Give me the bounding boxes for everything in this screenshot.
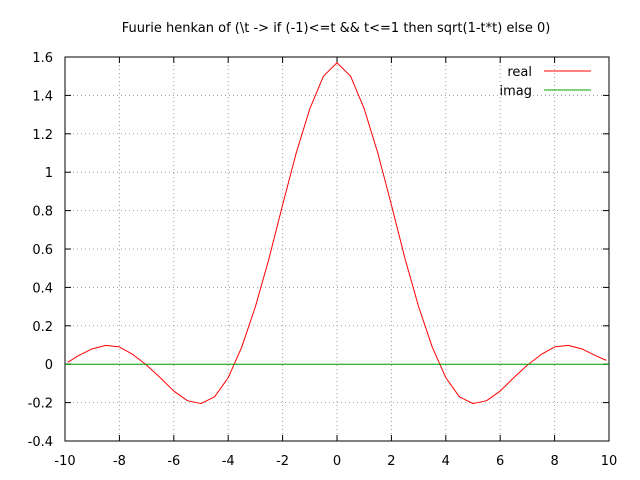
grid-layer [65,57,609,441]
y-tick-label: 1.2 [32,128,53,143]
y-tick-label: -0.4 [28,435,53,450]
y-tick-label: 1 [45,166,53,181]
y-tick-label: 0.8 [32,205,53,220]
x-tick-label: -2 [276,454,289,469]
series-layer [65,62,609,405]
x-tick-label: -10 [54,454,75,469]
x-tick-label: 0 [333,454,341,469]
y-tick-label: 0 [45,358,53,373]
x-tick-label: 10 [601,454,618,469]
x-tick-label: 6 [496,454,504,469]
y-tick-label: 0.2 [32,320,53,335]
x-tick-label: 2 [387,454,395,469]
x-tick-label: -6 [167,454,180,469]
x-tick-label: -4 [222,454,235,469]
x-tick-label: 8 [550,454,558,469]
legend-label-imag: imag [500,84,533,99]
y-tick-label: 1.6 [32,51,53,66]
series-line-real [67,62,607,405]
y-tick-label: 0.4 [32,281,53,296]
y-tick-label: 0.6 [32,243,53,258]
y-tick-label: -0.2 [28,397,53,412]
legend: real imag [500,65,591,99]
y-tick-label: 1.4 [32,89,53,104]
x-tick-label: -8 [113,454,126,469]
chart-title: Fuurie henkan of (\t -> if (-1)<=t && t<… [122,21,551,36]
legend-label-real: real [507,65,532,80]
ticks-layer: -10 -8 -6 -4 -2 0 2 4 6 8 10 -0.4 -0.2 0 0.2 0.4 0.6 0.8 1… [28,51,618,469]
x-tick-label: 4 [442,454,450,469]
